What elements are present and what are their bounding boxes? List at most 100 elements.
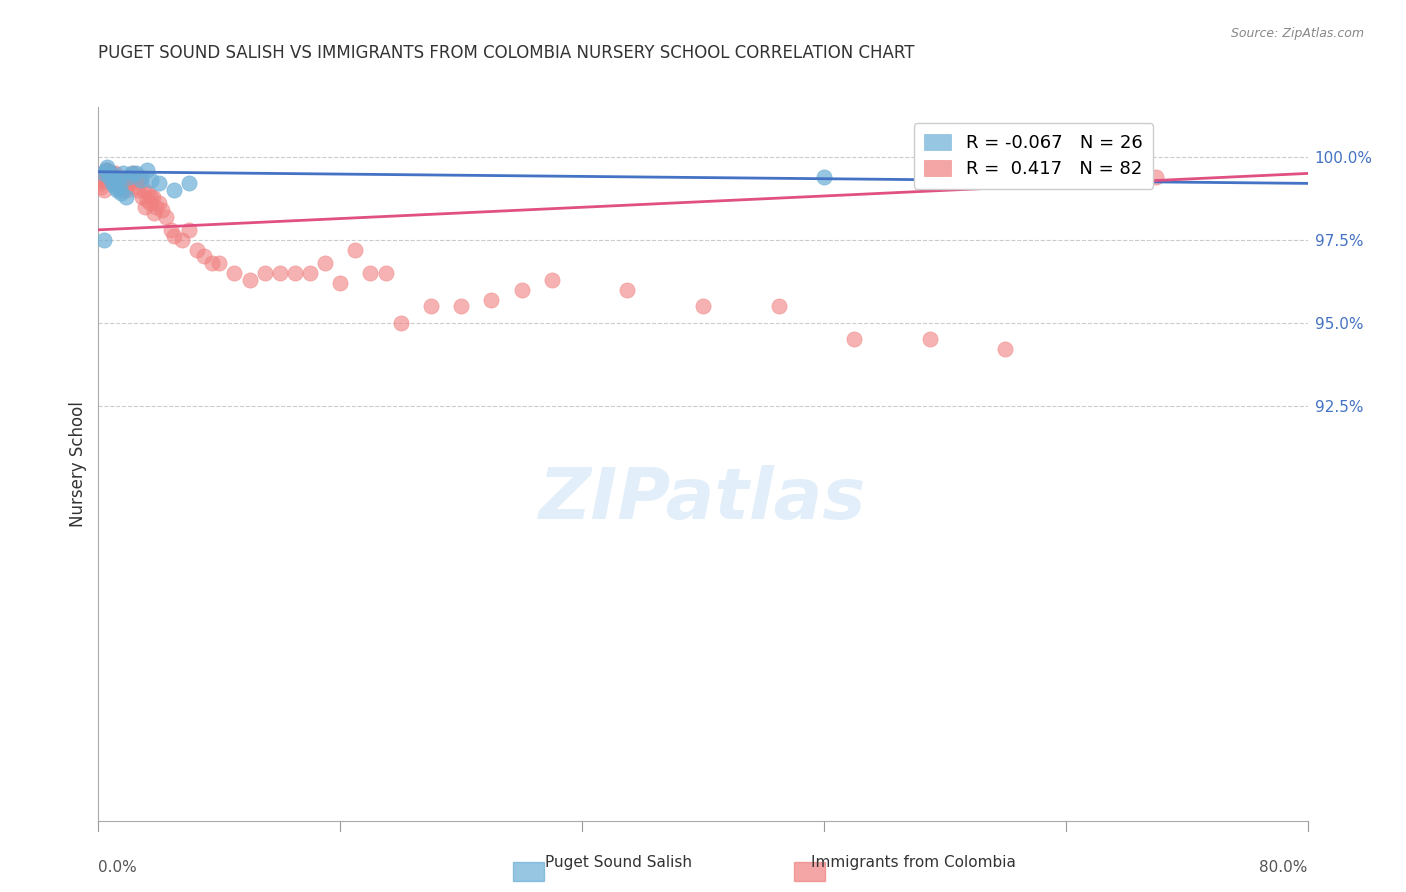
Point <box>132 183 155 197</box>
Point <box>115 183 138 197</box>
Point <box>101 166 124 180</box>
Point <box>148 196 170 211</box>
Point <box>118 169 141 184</box>
Point <box>96 163 118 178</box>
Point <box>111 166 134 180</box>
Text: Source: ZipAtlas.com: Source: ZipAtlas.com <box>1230 27 1364 40</box>
Point <box>100 169 122 184</box>
Point <box>541 272 564 286</box>
Point <box>104 179 127 194</box>
Point <box>139 196 162 211</box>
Point <box>155 210 177 224</box>
Point <box>121 173 143 187</box>
Point <box>145 200 167 214</box>
Point <box>91 169 114 184</box>
Point <box>110 183 132 197</box>
Point <box>374 266 396 280</box>
Point <box>98 169 121 184</box>
Point <box>93 183 115 197</box>
Point <box>813 169 835 184</box>
Point <box>129 173 152 187</box>
Point <box>1146 169 1168 184</box>
Point <box>100 166 122 180</box>
Point <box>179 223 201 237</box>
Point <box>120 169 142 184</box>
Point <box>89 177 111 191</box>
Point <box>420 299 443 313</box>
Point <box>103 173 125 187</box>
Point <box>90 179 112 194</box>
Point <box>141 189 163 203</box>
Point <box>994 343 1017 357</box>
Point <box>105 183 128 197</box>
Point <box>90 173 112 187</box>
Point <box>269 266 291 280</box>
Point <box>93 173 115 187</box>
Point <box>360 266 382 280</box>
Point <box>193 249 215 263</box>
Point <box>148 177 170 191</box>
Point <box>844 332 866 346</box>
Text: ZIPatlas: ZIPatlas <box>540 465 866 534</box>
Point <box>160 223 183 237</box>
Point <box>142 189 165 203</box>
Point <box>224 266 246 280</box>
Point <box>186 243 208 257</box>
Text: 80.0%: 80.0% <box>1260 861 1308 875</box>
Point <box>150 202 173 217</box>
Point <box>112 173 135 187</box>
Point <box>143 206 166 220</box>
Point <box>284 266 307 280</box>
Point <box>98 169 121 184</box>
Point <box>107 173 129 187</box>
Point <box>96 169 118 184</box>
Point <box>134 200 156 214</box>
Point <box>239 272 262 286</box>
Point <box>96 160 118 174</box>
Point <box>105 173 128 187</box>
Point <box>389 316 412 330</box>
Point <box>918 332 941 346</box>
Point <box>768 299 790 313</box>
Legend: R = -0.067   N = 26, R =  0.417   N = 82: R = -0.067 N = 26, R = 0.417 N = 82 <box>914 123 1153 188</box>
Point <box>329 276 352 290</box>
Point <box>510 283 533 297</box>
Point <box>128 173 150 187</box>
Point <box>91 166 114 180</box>
Point <box>94 166 117 180</box>
Point <box>111 177 134 191</box>
Point <box>118 177 141 191</box>
Point <box>170 233 193 247</box>
Point <box>93 233 115 247</box>
Point <box>114 179 136 194</box>
Text: 0.0%: 0.0% <box>98 861 138 875</box>
Point <box>135 163 157 178</box>
Point <box>616 283 638 297</box>
Point <box>101 173 124 187</box>
Point <box>100 166 122 180</box>
Text: PUGET SOUND SALISH VS IMMIGRANTS FROM COLOMBIA NURSERY SCHOOL CORRELATION CHART: PUGET SOUND SALISH VS IMMIGRANTS FROM CO… <box>98 45 915 62</box>
Point <box>129 169 152 184</box>
Point <box>344 243 367 257</box>
Point <box>114 189 136 203</box>
Point <box>108 177 131 191</box>
Point <box>125 166 148 180</box>
Point <box>1070 173 1092 187</box>
Point <box>163 229 186 244</box>
Point <box>201 256 224 270</box>
Point <box>97 166 120 180</box>
Point <box>692 299 714 313</box>
Text: Immigrants from Colombia: Immigrants from Colombia <box>811 855 1017 870</box>
Point <box>141 173 163 187</box>
Point <box>163 183 186 197</box>
Point <box>103 177 125 191</box>
Point <box>108 179 131 194</box>
Point <box>450 299 472 313</box>
Point <box>136 186 159 201</box>
Point <box>107 179 129 194</box>
Point <box>131 189 153 203</box>
Text: Puget Sound Salish: Puget Sound Salish <box>546 855 692 870</box>
Point <box>98 173 121 187</box>
Y-axis label: Nursery School: Nursery School <box>69 401 87 527</box>
Point <box>94 163 117 178</box>
